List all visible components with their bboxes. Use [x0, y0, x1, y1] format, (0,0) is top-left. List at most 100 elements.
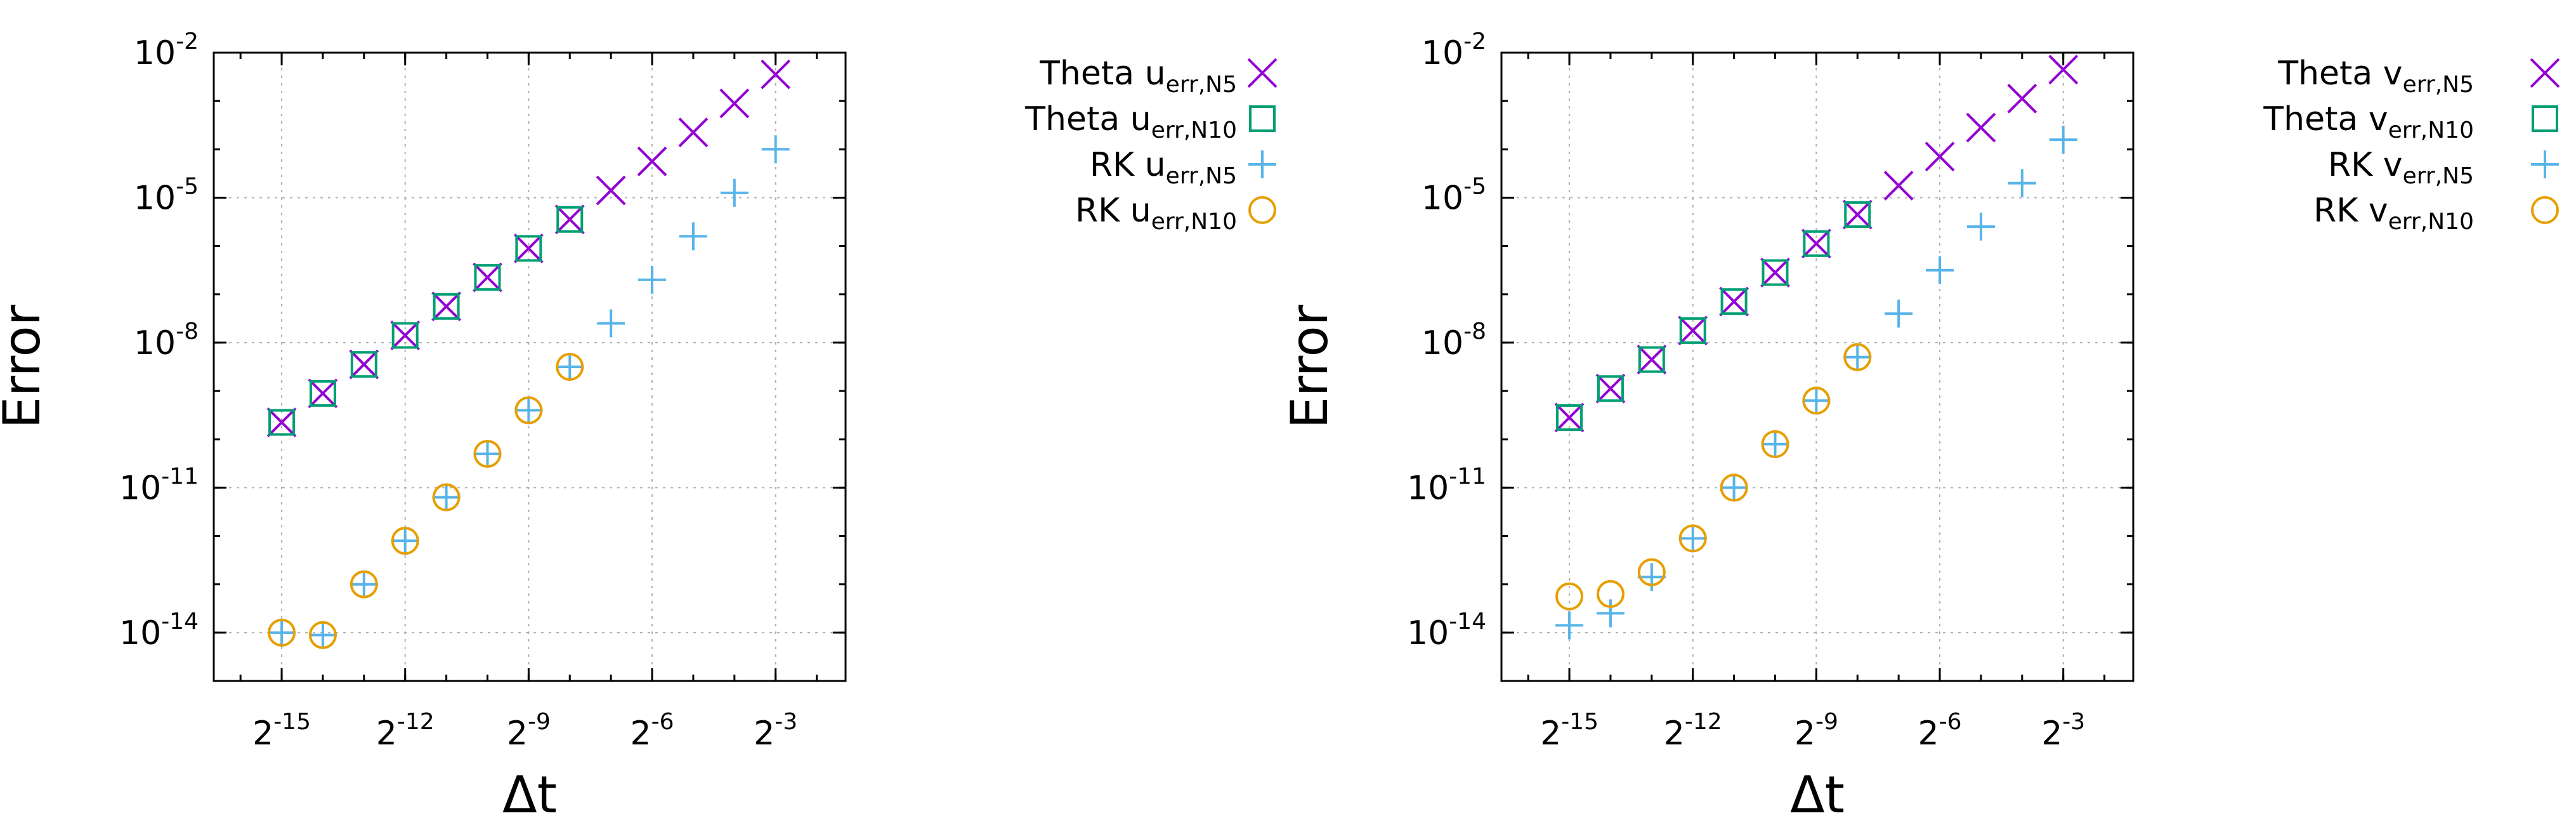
- data-point-x-stroke-b: [473, 262, 502, 293]
- data-point-square: [309, 380, 336, 407]
- data-point-x: [719, 88, 750, 119]
- legend-marker-square: [2532, 105, 2558, 132]
- y-tick-label: 10-11: [119, 463, 199, 507]
- x-tick-label: 2-15: [252, 709, 311, 753]
- data-point-x-stroke-b: [554, 204, 585, 235]
- data-point-plus: [761, 135, 790, 164]
- y-tick-label: 10-8: [1422, 319, 1486, 362]
- data-point-x: [1595, 373, 1626, 404]
- data-point-square: [1556, 404, 1583, 431]
- data-point-circle: [350, 570, 378, 598]
- x-tick-label: 2-3: [754, 709, 797, 753]
- y-tick-label-exponent: -11: [1449, 463, 1486, 489]
- data-point-x: [1801, 228, 1831, 259]
- data-point-circle: [1761, 430, 1789, 458]
- legend-label: Theta verr,N10: [2263, 100, 2474, 143]
- data-point-circle: [1596, 579, 1625, 608]
- series-square-markers: [1556, 201, 1871, 431]
- legend-label-main: Theta v: [2277, 55, 2402, 93]
- series-square-markers: [268, 206, 584, 436]
- x-tick-label: 2-3: [2041, 709, 2085, 753]
- y-tick-label: 10-14: [119, 609, 199, 652]
- y-tick-label-exponent: -11: [161, 463, 199, 489]
- legend-label: Theta uerr,N10: [1024, 100, 1237, 143]
- legend-label-subscript: err,N10: [1151, 117, 1237, 143]
- data-point-circle: [1678, 524, 1707, 553]
- x-tick-label: 2-6: [1918, 709, 1962, 753]
- x-tick-label-base: 2: [376, 715, 397, 753]
- data-point-x-stroke-b: [1842, 199, 1873, 230]
- data-point-x: [1883, 171, 1914, 201]
- x-axis-title: Δt: [502, 765, 557, 824]
- data-point-circle: [1720, 473, 1748, 502]
- data-point-x: [2007, 83, 2037, 114]
- legend-label-main: RK v: [2328, 146, 2403, 184]
- data-point-plus: [268, 618, 296, 647]
- y-tick-label-base: 10: [119, 469, 161, 507]
- data-point-x-stroke-b: [1801, 228, 1831, 259]
- data-point-x-stroke-b: [1925, 142, 1955, 172]
- data-point-square: [1720, 288, 1748, 315]
- data-point-x-stroke-b: [390, 320, 421, 350]
- y-tick-label-base: 10: [1407, 614, 1449, 652]
- data-point-plus: [638, 265, 667, 294]
- data-point-x: [1678, 315, 1708, 346]
- y-tick-label-base: 10: [134, 179, 176, 217]
- data-point-plus: [1885, 300, 1913, 328]
- data-point-x-stroke-b: [637, 146, 667, 176]
- data-point-x-stroke-b: [1554, 402, 1585, 433]
- data-point-plus: [1596, 599, 1625, 628]
- left-plot-panel: 2-15 2-12 2-9 2-6 2-310-210-510-810-1110-14Δ…: [0, 29, 1278, 824]
- y-tick-label: 10-8: [134, 319, 199, 362]
- data-point-x-stroke-b: [1966, 112, 1996, 143]
- legend-label-main: RK u: [1090, 146, 1166, 184]
- legend-marker-circle: [1248, 196, 1276, 224]
- data-point-square: [556, 206, 584, 233]
- data-point-x: [1637, 345, 1667, 374]
- legend-label-main: Theta u: [1024, 100, 1151, 138]
- x-tick-label-exponent: -9: [528, 709, 551, 735]
- x-tick-label-exponent: -3: [2062, 709, 2085, 735]
- legend-marker-plus: [1248, 150, 1276, 178]
- data-point-plus: [473, 440, 502, 468]
- data-point-plus: [1926, 256, 1954, 284]
- data-point-x: [554, 204, 585, 235]
- y-tick-label: 10-2: [134, 29, 199, 72]
- series-plus-markers: [1555, 126, 2077, 640]
- data-point-x: [390, 320, 421, 350]
- x-tick-label: 2-9: [507, 709, 551, 753]
- data-point-x-stroke-b: [349, 349, 379, 380]
- legend-label: RK verr,N5: [2328, 146, 2474, 189]
- legend-marker-x-stroke-b: [2530, 58, 2560, 88]
- data-point-square: [268, 409, 296, 436]
- y-tick-label: 10-2: [1422, 29, 1486, 72]
- data-point-x: [513, 234, 544, 263]
- y-tick-label-exponent: -8: [1463, 319, 1486, 345]
- legend-label-subscript: err,N5: [2403, 72, 2474, 98]
- legend-label-subscript: err,N5: [2403, 163, 2474, 189]
- y-tick-label-exponent: -2: [176, 29, 199, 55]
- y-axis-title: Error: [0, 305, 51, 428]
- y-tick-label-exponent: -5: [176, 173, 199, 199]
- legend-label-subscript: err,N10: [2388, 209, 2474, 235]
- x-tick-label-base: 2: [1795, 715, 1815, 753]
- data-point-x-stroke-b: [431, 291, 462, 322]
- legend-label-main: Theta v: [2263, 100, 2388, 138]
- data-point-plus: [1843, 343, 1872, 371]
- data-point-x-stroke-b: [2007, 83, 2037, 114]
- legend-label-subscript: err,N10: [1151, 209, 1237, 235]
- x-tick-label-base: 2: [2041, 715, 2062, 753]
- data-point-x-stroke-b: [1678, 315, 1708, 346]
- data-point-x: [637, 146, 667, 176]
- data-point-square: [433, 293, 460, 320]
- y-tick-label: 10-5: [134, 173, 199, 217]
- data-point-plus: [308, 621, 337, 649]
- data-point-x: [349, 349, 379, 380]
- data-point-plus: [1678, 524, 1707, 553]
- data-point-circle: [1802, 386, 1831, 415]
- legend-marker-x: [2530, 58, 2560, 88]
- data-point-circle: [473, 440, 502, 468]
- data-point-circle: [1843, 343, 1872, 371]
